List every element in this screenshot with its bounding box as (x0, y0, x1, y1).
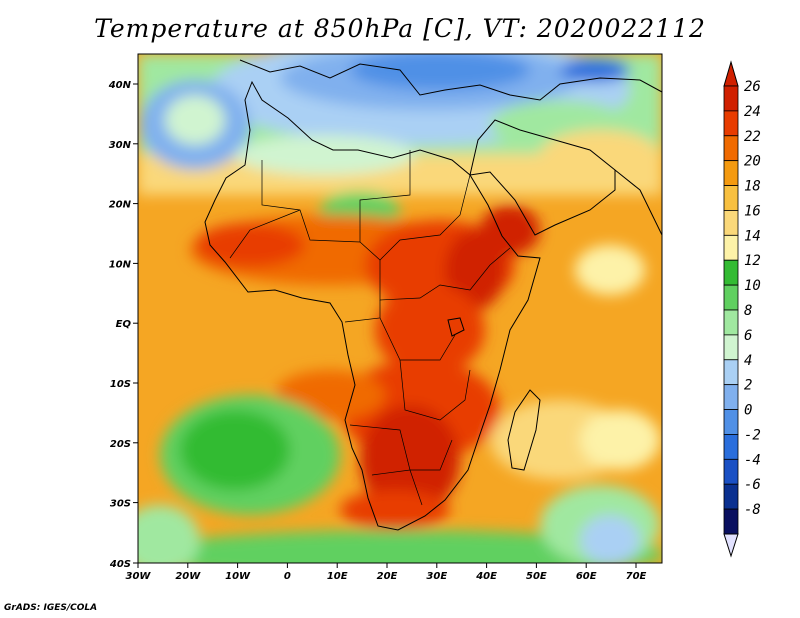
colorbar-swatch (723, 234, 739, 261)
y-tick-label: 20S (110, 439, 131, 450)
y-axis: 40N 30N 20N 10N EQ 10S 20S 30S 40S (108, 80, 138, 570)
colorbar-label: 2 (744, 378, 752, 394)
y-tick-label: 30S (110, 499, 131, 510)
colorbar-swatch (723, 434, 739, 460)
colorbar-swatch (723, 359, 739, 386)
colorbar-label: 16 (744, 203, 761, 219)
y-tick-label: EQ (116, 319, 132, 330)
colorbar-label: 24 (744, 104, 761, 120)
arabia-coastline (469, 119, 616, 236)
colorbar-swatch (723, 259, 739, 286)
colorbar-label: -6 (744, 477, 761, 493)
colorbar-swatch (723, 334, 739, 361)
colorbar-swatch (723, 458, 739, 485)
colorbar-swatch (723, 85, 739, 112)
india-coastline (614, 169, 662, 236)
lake-victoria (447, 317, 465, 337)
colorbar-label: 20 (744, 154, 761, 170)
colorbar-label: 4 (744, 353, 752, 369)
y-tick-label: 10N (109, 259, 132, 270)
colorbar-swatch (723, 110, 739, 137)
colorbar-swatch (723, 309, 739, 336)
plot-frame (137, 53, 663, 564)
colorbar-label: 10 (744, 278, 761, 294)
x-tick-label: 0 (284, 571, 291, 582)
colorbar-label: -2 (744, 427, 761, 443)
x-tick-label: 30E (426, 571, 447, 582)
temperature-field (138, 54, 662, 563)
colorbar-swatch (723, 508, 739, 535)
x-tick-label: 10W (225, 571, 251, 582)
colorbar-swatch (723, 135, 739, 162)
y-tick-label: 10S (110, 379, 131, 390)
colorbar-label: 22 (744, 129, 761, 145)
colorbar-label: 6 (744, 328, 752, 344)
x-tick-label: 50E (526, 571, 547, 582)
africa-coastline (204, 80, 541, 531)
colorbar-label: -8 (744, 502, 761, 518)
colorbar-swatch (723, 409, 739, 435)
colorbar-swatch (723, 160, 739, 186)
madagascar-coastline (507, 389, 541, 471)
colorbar-label: 14 (744, 228, 761, 244)
colorbar-label: 8 (744, 303, 752, 319)
colorbar-label: 0 (744, 403, 752, 419)
x-tick-label: 10E (327, 571, 348, 582)
y-tick-label: 30N (109, 140, 132, 151)
x-tick-label: 20W (175, 571, 201, 582)
colorbar-label: 26 (744, 79, 761, 95)
credit-text: GrADS: IGES/COLA (4, 603, 98, 613)
x-tick-label: 20E (377, 571, 398, 582)
colorbar-swatch (723, 185, 739, 211)
y-tick-label: 40N (108, 80, 132, 91)
colorbar-label: -4 (744, 452, 761, 468)
coastlines (204, 59, 662, 531)
country-borders (229, 150, 511, 506)
y-tick-label: 40S (109, 559, 131, 570)
x-tick-label: 40E (475, 571, 497, 582)
map-title: Temperature at 850hPa [C], VT: 202002211… (94, 14, 706, 43)
y-tick-label: 20N (109, 200, 132, 211)
colorbar-swatch (723, 284, 739, 311)
x-tick-label: 30W (126, 571, 152, 582)
colorbar-swatch (723, 483, 739, 510)
colorbar-label: 18 (744, 179, 761, 195)
colorbar-swatch (723, 210, 739, 236)
colorbar-label: 12 (744, 253, 761, 269)
x-tick-label: 70E (626, 571, 647, 582)
europe-coastline (239, 59, 662, 101)
x-tick-label: 60E (576, 571, 597, 582)
colorbar-under-arrow (723, 533, 739, 558)
colorbar-over-arrow (723, 60, 739, 87)
colorbar-swatch (723, 384, 739, 410)
x-axis: 30W 20W 10W 0 10E 20E 30E 40E 50E 60E 70E (126, 563, 647, 582)
